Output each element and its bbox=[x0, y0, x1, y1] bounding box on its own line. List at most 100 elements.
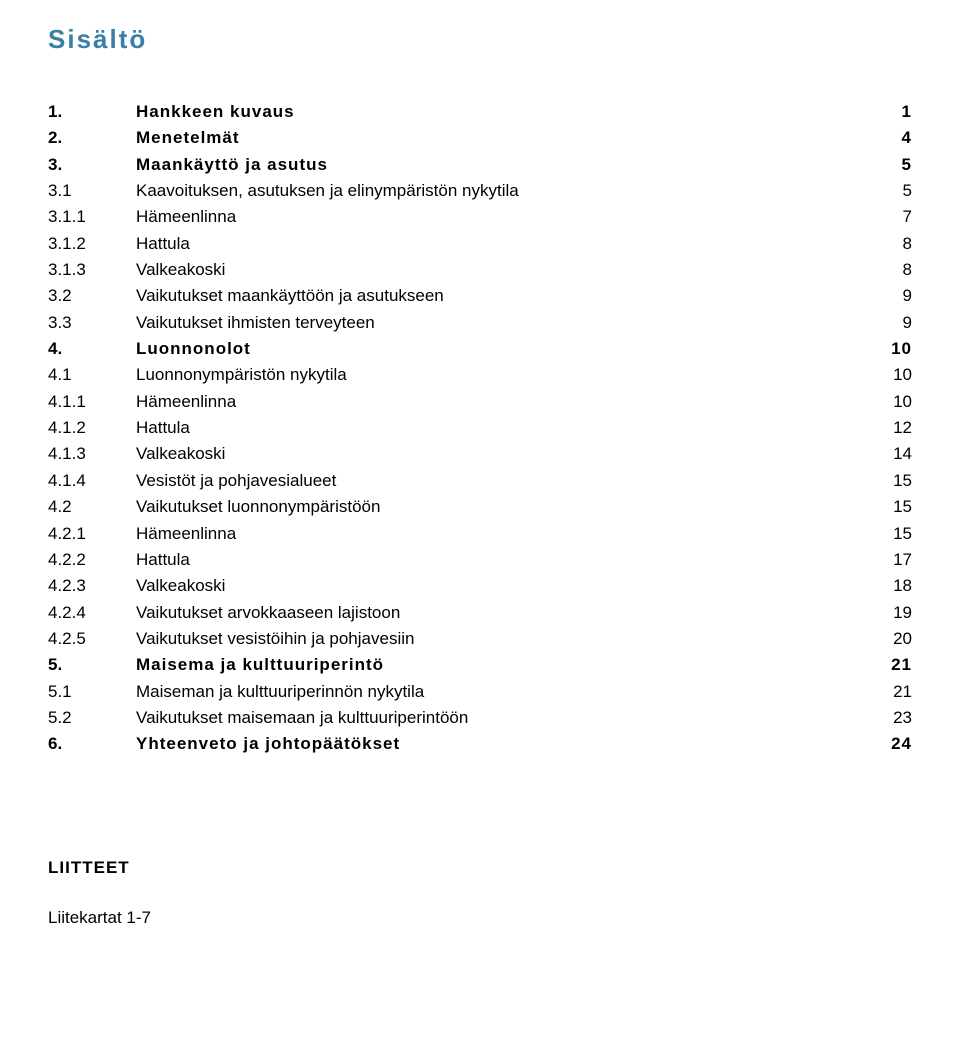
toc-entry-page: 17 bbox=[856, 547, 912, 573]
toc-entry-number: 4.2.2 bbox=[48, 547, 136, 573]
toc-entry-label: Maankäyttö ja asutus bbox=[136, 152, 856, 178]
toc-row: 4.2.5Vaikutukset vesistöihin ja pohjaves… bbox=[48, 626, 912, 652]
toc-entry-label: Menetelmät bbox=[136, 125, 856, 151]
toc-entry-page: 12 bbox=[856, 415, 912, 441]
toc-row: 2.Menetelmät4 bbox=[48, 125, 912, 151]
toc-entry-page: 9 bbox=[856, 310, 912, 336]
toc-entry-label: Hämeenlinna bbox=[136, 204, 856, 230]
page-title: Sisältö bbox=[48, 24, 912, 55]
toc-row: 3.1Kaavoituksen, asutuksen ja elinympäri… bbox=[48, 178, 912, 204]
toc-row: 3.Maankäyttö ja asutus5 bbox=[48, 152, 912, 178]
toc-entry-number: 4.1 bbox=[48, 362, 136, 388]
toc-entry-label: Vaikutukset ihmisten terveyteen bbox=[136, 310, 856, 336]
appendix-heading: LIITTEET bbox=[48, 858, 912, 878]
toc-entry-number: 4. bbox=[48, 336, 136, 362]
toc-entry-page: 21 bbox=[856, 652, 912, 678]
toc-row: 4.2.1Hämeenlinna15 bbox=[48, 521, 912, 547]
appendix-item: Liitekartat 1-7 bbox=[48, 908, 912, 928]
toc-entry-page: 15 bbox=[856, 468, 912, 494]
toc-entry-number: 3.1 bbox=[48, 178, 136, 204]
toc-entry-label: Vaikutukset vesistöihin ja pohjavesiin bbox=[136, 626, 856, 652]
toc-entry-page: 1 bbox=[856, 99, 912, 125]
toc-entry-page: 10 bbox=[856, 389, 912, 415]
toc-row: 1.Hankkeen kuvaus1 bbox=[48, 99, 912, 125]
toc-entry-label: Hattula bbox=[136, 415, 856, 441]
toc-entry-label: Luonnonolot bbox=[136, 336, 856, 362]
toc-entry-number: 1. bbox=[48, 99, 136, 125]
toc-entry-page: 15 bbox=[856, 521, 912, 547]
toc-entry-page: 8 bbox=[856, 257, 912, 283]
toc-entry-label: Maisema ja kulttuuriperintö bbox=[136, 652, 856, 678]
toc-row: 3.1.3Valkeakoski8 bbox=[48, 257, 912, 283]
toc-row: 4.1.4Vesistöt ja pohjavesialueet15 bbox=[48, 468, 912, 494]
toc-entry-number: 3.1.3 bbox=[48, 257, 136, 283]
toc-row: 4.1.1Hämeenlinna10 bbox=[48, 389, 912, 415]
toc-entry-number: 4.1.2 bbox=[48, 415, 136, 441]
toc-entry-page: 10 bbox=[856, 362, 912, 388]
toc-entry-label: Maiseman ja kulttuuriperinnön nykytila bbox=[136, 679, 856, 705]
toc-row: 4.2.3Valkeakoski18 bbox=[48, 573, 912, 599]
toc-entry-label: Vaikutukset maisemaan ja kulttuuriperint… bbox=[136, 705, 856, 731]
toc-entry-page: 24 bbox=[856, 731, 912, 757]
toc-row: 4.1.3Valkeakoski14 bbox=[48, 441, 912, 467]
toc-entry-number: 5. bbox=[48, 652, 136, 678]
toc-entry-label: Vaikutukset maankäyttöön ja asutukseen bbox=[136, 283, 856, 309]
toc-entry-label: Valkeakoski bbox=[136, 573, 856, 599]
toc-entry-number: 4.2.4 bbox=[48, 600, 136, 626]
toc-entry-number: 4.1.3 bbox=[48, 441, 136, 467]
toc-entry-number: 5.1 bbox=[48, 679, 136, 705]
toc-entry-label: Kaavoituksen, asutuksen ja elinympäristö… bbox=[136, 178, 856, 204]
toc-entry-number: 6. bbox=[48, 731, 136, 757]
toc-entry-page: 23 bbox=[856, 705, 912, 731]
toc-row: 5.Maisema ja kulttuuriperintö21 bbox=[48, 652, 912, 678]
toc-entry-number: 3.2 bbox=[48, 283, 136, 309]
toc-entry-label: Luonnonympäristön nykytila bbox=[136, 362, 856, 388]
toc-entry-number: 4.2.5 bbox=[48, 626, 136, 652]
toc-row: 3.1.1Hämeenlinna7 bbox=[48, 204, 912, 230]
toc-entry-label: Vesistöt ja pohjavesialueet bbox=[136, 468, 856, 494]
toc-entry-number: 4.2.3 bbox=[48, 573, 136, 599]
toc-entry-page: 8 bbox=[856, 231, 912, 257]
toc-entry-number: 4.1.4 bbox=[48, 468, 136, 494]
toc-entry-page: 15 bbox=[856, 494, 912, 520]
toc-row: 4.2.4Vaikutukset arvokkaaseen lajistoon1… bbox=[48, 600, 912, 626]
toc-entry-page: 14 bbox=[856, 441, 912, 467]
toc-entry-number: 2. bbox=[48, 125, 136, 151]
toc-entry-label: Hankkeen kuvaus bbox=[136, 99, 856, 125]
toc-entry-page: 21 bbox=[856, 679, 912, 705]
toc-entry-number: 4.1.1 bbox=[48, 389, 136, 415]
toc-entry-number: 4.2 bbox=[48, 494, 136, 520]
toc-entry-label: Hattula bbox=[136, 547, 856, 573]
toc-row: 5.2Vaikutukset maisemaan ja kulttuuriper… bbox=[48, 705, 912, 731]
toc-row: 3.2Vaikutukset maankäyttöön ja asutuksee… bbox=[48, 283, 912, 309]
toc-row: 3.1.2Hattula8 bbox=[48, 231, 912, 257]
toc-row: 4.1.2Hattula12 bbox=[48, 415, 912, 441]
toc-row: 4.2.2Hattula17 bbox=[48, 547, 912, 573]
toc-entry-page: 10 bbox=[856, 336, 912, 362]
toc-row: 6.Yhteenveto ja johtopäätökset24 bbox=[48, 731, 912, 757]
toc-entry-label: Yhteenveto ja johtopäätökset bbox=[136, 731, 856, 757]
toc-entry-label: Valkeakoski bbox=[136, 257, 856, 283]
toc-entry-page: 9 bbox=[856, 283, 912, 309]
toc-entry-page: 5 bbox=[856, 152, 912, 178]
toc-entry-page: 7 bbox=[856, 204, 912, 230]
toc-row: 4.Luonnonolot10 bbox=[48, 336, 912, 362]
toc-entry-number: 3.3 bbox=[48, 310, 136, 336]
toc-entry-page: 20 bbox=[856, 626, 912, 652]
toc-row: 4.2Vaikutukset luonnonympäristöön15 bbox=[48, 494, 912, 520]
toc-entry-number: 3.1.2 bbox=[48, 231, 136, 257]
toc-entry-label: Hattula bbox=[136, 231, 856, 257]
toc-entry-number: 3.1.1 bbox=[48, 204, 136, 230]
toc-entry-label: Hämeenlinna bbox=[136, 389, 856, 415]
toc-entry-number: 4.2.1 bbox=[48, 521, 136, 547]
toc-entry-label: Hämeenlinna bbox=[136, 521, 856, 547]
toc-row: 3.3Vaikutukset ihmisten terveyteen9 bbox=[48, 310, 912, 336]
toc-entry-label: Vaikutukset luonnonympäristöön bbox=[136, 494, 856, 520]
toc-entry-number: 5.2 bbox=[48, 705, 136, 731]
table-of-contents: 1.Hankkeen kuvaus12.Menetelmät43.Maankäy… bbox=[48, 99, 912, 758]
toc-row: 5.1Maiseman ja kulttuuriperinnön nykytil… bbox=[48, 679, 912, 705]
toc-entry-number: 3. bbox=[48, 152, 136, 178]
toc-entry-page: 5 bbox=[856, 178, 912, 204]
toc-entry-page: 19 bbox=[856, 600, 912, 626]
toc-entry-page: 18 bbox=[856, 573, 912, 599]
